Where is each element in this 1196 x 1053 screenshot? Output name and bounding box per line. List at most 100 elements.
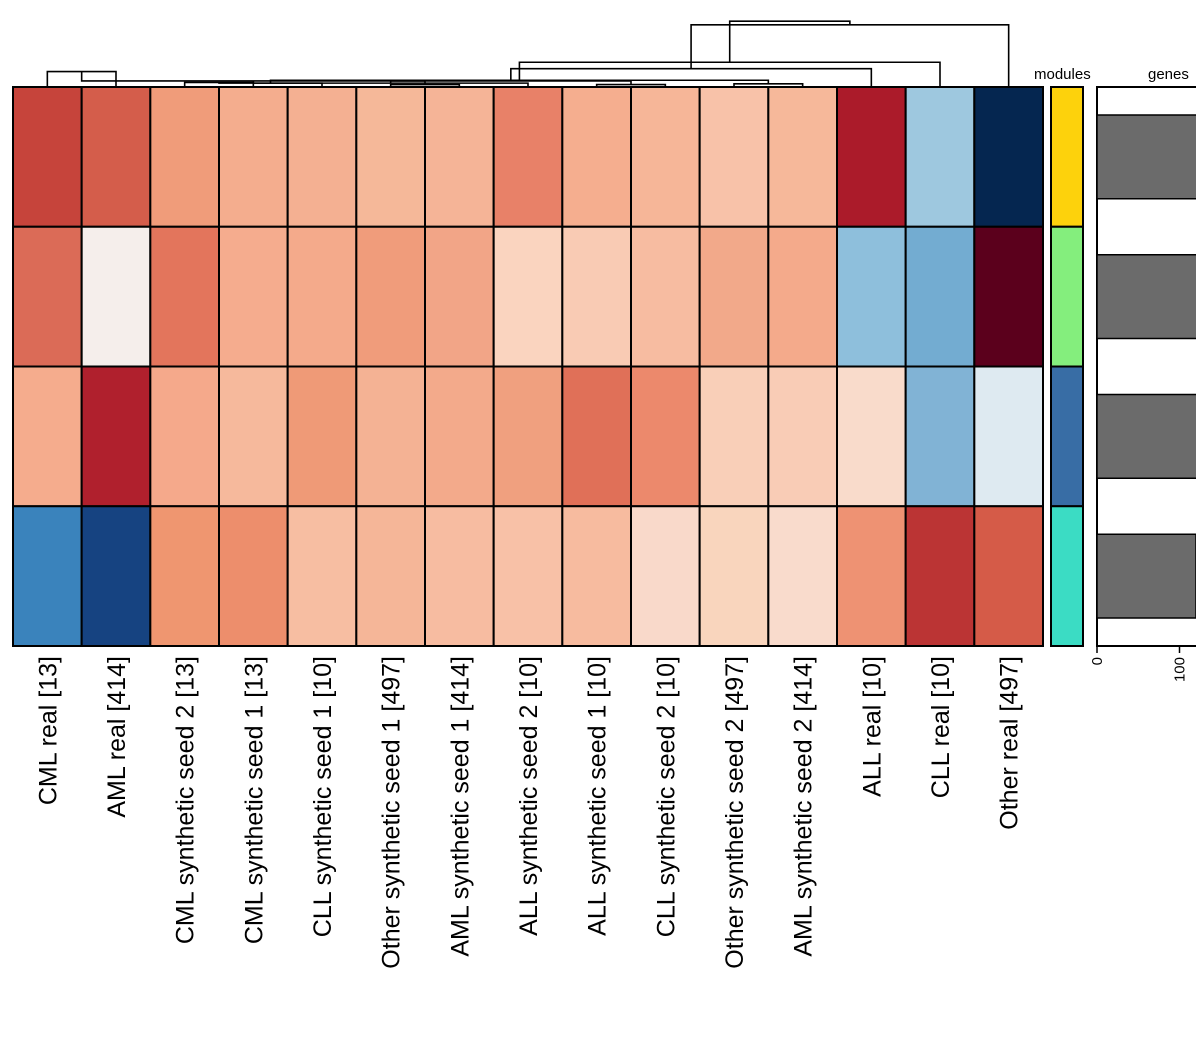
module-color-cell (1050, 505, 1084, 647)
column-dendrogram (46, 20, 1010, 86)
column-label: Other synthetic seed 1 [497] (378, 656, 406, 969)
heatmap-cell (904, 225, 976, 368)
genes-bar (1096, 533, 1196, 619)
column-label: ALL real [10] (858, 656, 886, 797)
heatmap-cell (836, 225, 907, 368)
column-label: CLL real [10] (927, 656, 955, 798)
heatmap-cell (698, 365, 770, 508)
heatmap-cell (218, 225, 289, 368)
column-label: CML synthetic seed 2 [13] (172, 656, 200, 944)
modules-title: modules (1034, 66, 1091, 83)
heatmap-cell (286, 86, 358, 228)
genes-tick-label: 0 (1089, 657, 1106, 665)
column-label: Other real [497] (996, 656, 1024, 830)
heatmap-cell (80, 365, 152, 508)
column-labels: CML real [13] AML real [414] CML synthetic… (34, 656, 1023, 969)
heatmap-cell (698, 505, 770, 647)
column-label: AML real [414] (103, 656, 131, 818)
genes-bar (1096, 393, 1196, 479)
heatmap-cell (355, 365, 427, 508)
dendrogram-branch (733, 83, 804, 86)
heatmap-cell (836, 505, 907, 647)
heatmap-cell (698, 86, 770, 228)
heatmap-cell (561, 225, 632, 368)
heatmap-cell (767, 225, 838, 368)
heatmap-cell (630, 365, 701, 508)
heatmap-cell (767, 86, 838, 228)
column-label: CLL synthetic seed 1 [10] (309, 656, 337, 937)
heatmap-cell (355, 505, 427, 647)
genes-title: genes (1148, 66, 1189, 83)
heatmap-cell (836, 86, 907, 228)
heatmap-cell (973, 225, 1044, 368)
heatmap-cell (698, 225, 770, 368)
heatmap-cell (492, 365, 564, 508)
heatmap-cell (904, 86, 976, 228)
heatmap-cell (149, 365, 220, 508)
heatmap-cell (492, 225, 564, 368)
heatmap-cell (149, 86, 220, 228)
heatmap-cell (355, 225, 427, 368)
heatmap-cell (561, 365, 632, 508)
column-label: ALL synthetic seed 1 [10] (584, 656, 612, 936)
heatmap-cell (561, 86, 632, 228)
heatmap-cell (424, 86, 495, 228)
genes-bar (1096, 254, 1196, 340)
column-label: AML synthetic seed 1 [414] (446, 656, 474, 957)
heatmap-cell (561, 505, 632, 647)
column-label: CLL synthetic seed 2 [10] (652, 656, 680, 937)
heatmap-cell (12, 505, 83, 647)
module-color-cell (1050, 225, 1084, 368)
dendrogram-branch (728, 20, 851, 63)
heatmap-cell (355, 86, 427, 228)
heatmap-cell (218, 505, 289, 647)
heatmap-cells (12, 86, 1044, 647)
heatmap-cell (767, 365, 838, 508)
column-label: Other synthetic seed 2 [497] (721, 656, 749, 969)
heatmap-cell (286, 225, 358, 368)
heatmap-cell (630, 505, 701, 647)
heatmap-cell (80, 86, 152, 228)
heatmap-cell (80, 505, 152, 647)
heatmap-cell (492, 505, 564, 647)
heatmap-cell (424, 505, 495, 647)
heatmap-cell (286, 505, 358, 647)
heatmap-cell (286, 365, 358, 508)
column-label: CML synthetic seed 1 [13] (240, 656, 268, 944)
heatmap-cell (149, 505, 220, 647)
heatmap-cell (904, 505, 976, 647)
heatmap-cell (973, 505, 1044, 647)
heatmap-cell (424, 225, 495, 368)
heatmap-cell (836, 365, 907, 508)
heatmap-cell (492, 86, 564, 228)
heatmap-cell (767, 505, 838, 647)
column-label: CML real [13] (34, 656, 62, 805)
heatmap-cell (973, 86, 1044, 228)
dendrogram-branch (510, 67, 873, 86)
dendrogram-branch (595, 83, 667, 86)
column-label: AML synthetic seed 2 [414] (790, 656, 818, 957)
genes-bar (1096, 114, 1196, 200)
column-label: ALL synthetic seed 2 [10] (515, 656, 543, 936)
heatmap-cell (12, 86, 83, 228)
module-color-cell (1050, 86, 1084, 228)
heatmap-cell (80, 225, 152, 368)
heatmap-cell (218, 365, 289, 508)
heatmap-cell (12, 225, 83, 368)
heatmap-cell (630, 225, 701, 368)
heatmap-cell (973, 365, 1044, 508)
genes-tick-label: 100 (1172, 657, 1189, 682)
dendrogram-branch (389, 83, 461, 86)
module-color-cell (1050, 365, 1084, 508)
module-annotation-bar (1050, 86, 1084, 647)
heatmap-cell (904, 365, 976, 508)
heatmap-cell (12, 365, 83, 508)
heatmap-cell (149, 225, 220, 368)
dendrogram-branch (690, 24, 1010, 86)
heatmap-cell (218, 86, 289, 228)
genes-barplot: 0100200 (1089, 86, 1196, 682)
heatmap-cell (424, 365, 495, 508)
dendrogram-branch (518, 61, 941, 86)
heatmap-cell (630, 86, 701, 228)
